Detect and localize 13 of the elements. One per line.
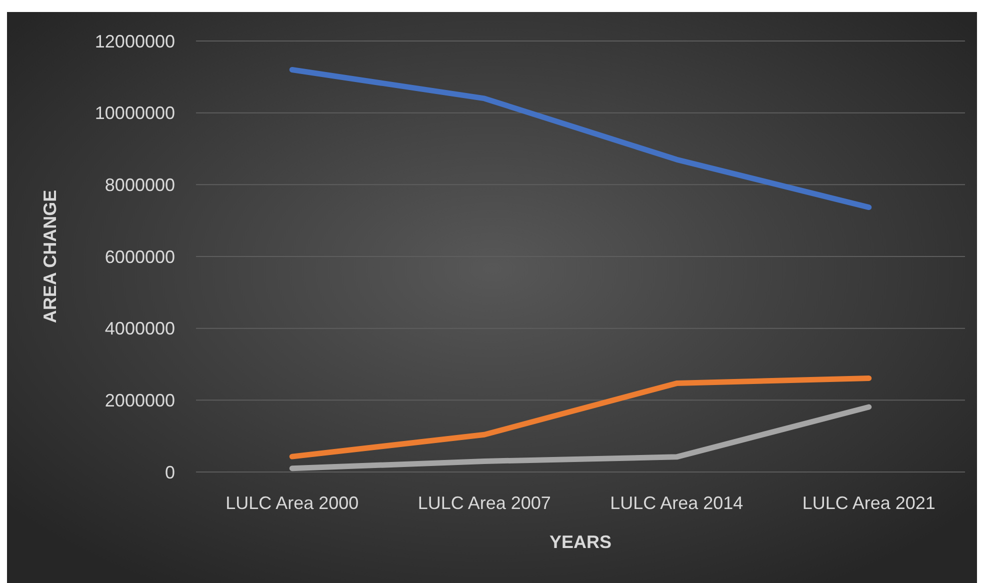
y-tick-label: 8000000: [104, 174, 175, 195]
y-tick-label: 12000000: [94, 31, 175, 52]
x-tick-label: LULC Area 2014: [610, 493, 744, 513]
x-axis-title: YEARS: [549, 532, 612, 552]
x-tick-label: LULC Area 2021: [802, 493, 936, 513]
y-tick-label: 0: [164, 462, 175, 482]
y-tick-label: 2000000: [104, 390, 175, 410]
y-tick-label: 10000000: [94, 103, 175, 124]
x-tick-label: LULC Area 2007: [418, 493, 551, 513]
x-tick-label: LULC Area 2000: [226, 493, 359, 513]
y-tick-label: 6000000: [104, 246, 175, 267]
y-tick-label: 4000000: [104, 318, 175, 339]
y-axis-title: AREA CHANGE: [40, 190, 60, 324]
